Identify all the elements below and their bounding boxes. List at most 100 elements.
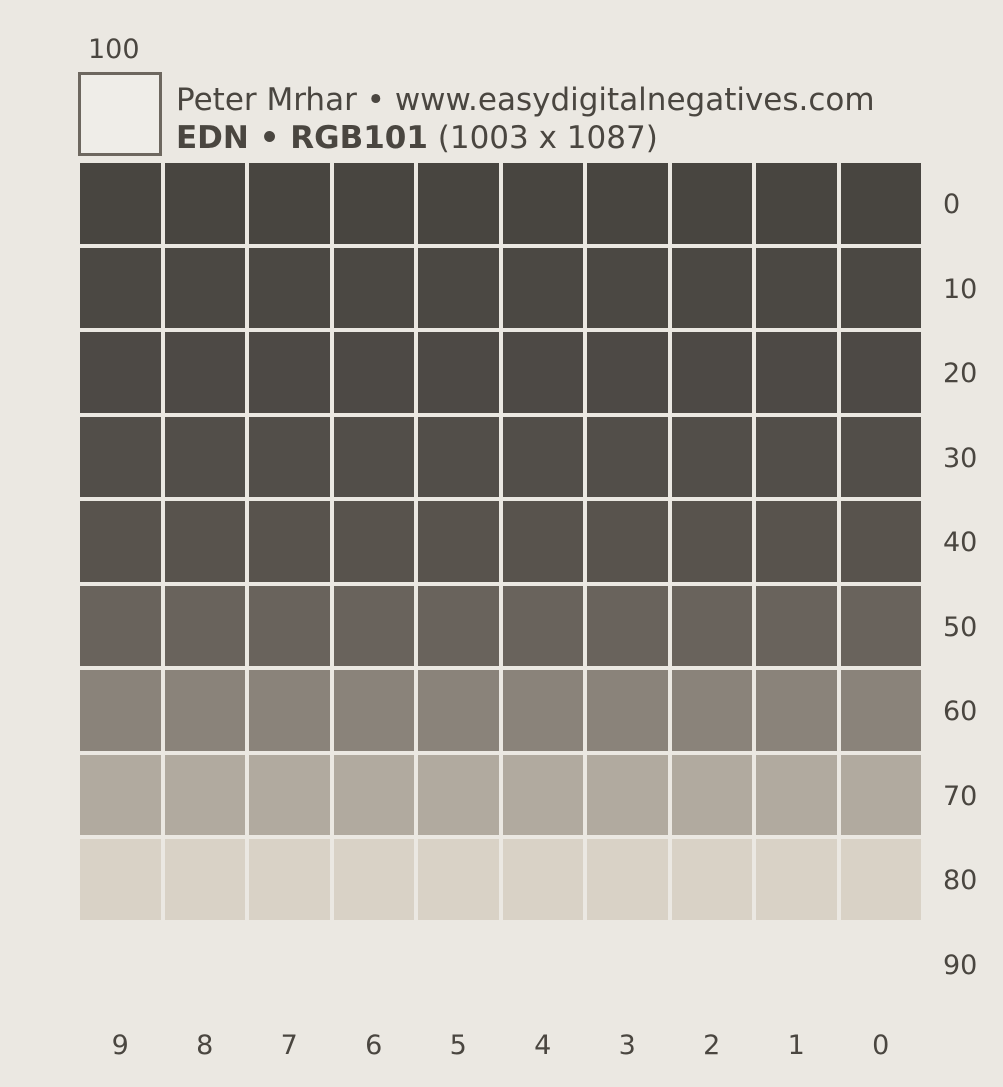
tone-patch xyxy=(418,754,499,835)
tone-patch xyxy=(418,501,499,582)
column-step-label: 5 xyxy=(449,1030,467,1061)
tone-patch xyxy=(249,754,330,835)
tone-patch xyxy=(164,670,245,751)
tone-patch xyxy=(333,923,414,1004)
tone-patch xyxy=(587,332,668,413)
tone-patch xyxy=(840,839,921,920)
tone-patch xyxy=(756,923,837,1004)
tone-patch xyxy=(418,332,499,413)
column-step-label: 6 xyxy=(365,1030,383,1061)
tone-patch xyxy=(756,501,837,582)
tone-patch xyxy=(418,585,499,666)
column-step-label: 2 xyxy=(703,1030,721,1061)
tone-patch xyxy=(164,332,245,413)
tone-patch xyxy=(502,670,583,751)
tone-patch xyxy=(756,416,837,497)
tone-patch xyxy=(164,585,245,666)
tone-patch xyxy=(80,247,161,328)
tone-patch xyxy=(164,416,245,497)
tone-patch xyxy=(840,416,921,497)
tone-patch xyxy=(756,839,837,920)
tone-patch xyxy=(333,332,414,413)
tone-patch xyxy=(333,670,414,751)
tone-patch xyxy=(587,247,668,328)
tone-patch xyxy=(840,163,921,244)
tone-patch xyxy=(249,923,330,1004)
tone-patch xyxy=(502,923,583,1004)
tone-patch xyxy=(502,585,583,666)
tone-patch xyxy=(756,332,837,413)
tone-patch xyxy=(840,501,921,582)
tone-patch xyxy=(164,501,245,582)
tone-patch xyxy=(671,501,752,582)
tone-patch xyxy=(756,247,837,328)
tone-patch xyxy=(587,754,668,835)
tone-patch xyxy=(840,754,921,835)
tone-patch xyxy=(249,839,330,920)
tone-patch xyxy=(671,754,752,835)
corner-value-label: 100 xyxy=(88,34,140,65)
tone-patch xyxy=(418,416,499,497)
tone-patch xyxy=(80,501,161,582)
tone-patch xyxy=(249,416,330,497)
chart-identifier: EDN • RGB101 (1003 x 1087) xyxy=(176,120,658,156)
tone-patch xyxy=(333,501,414,582)
column-step-label: 9 xyxy=(111,1030,129,1061)
tone-patch xyxy=(756,163,837,244)
tone-patch xyxy=(418,839,499,920)
tone-patch xyxy=(249,585,330,666)
tone-patch xyxy=(502,839,583,920)
row-tone-label: 80 xyxy=(943,865,978,896)
tone-patch xyxy=(333,585,414,666)
tone-patch xyxy=(756,585,837,666)
tone-patch xyxy=(249,501,330,582)
tone-patch xyxy=(840,923,921,1004)
tone-patch xyxy=(840,247,921,328)
tone-patch xyxy=(80,923,161,1004)
tone-patch xyxy=(249,247,330,328)
tone-patch xyxy=(502,332,583,413)
tone-patch xyxy=(502,501,583,582)
tone-patch xyxy=(164,163,245,244)
tone-patch xyxy=(502,416,583,497)
tone-patch xyxy=(418,163,499,244)
tone-patch xyxy=(587,923,668,1004)
tone-patch xyxy=(840,670,921,751)
tone-patch xyxy=(80,416,161,497)
tone-patch xyxy=(587,163,668,244)
tone-patch xyxy=(418,923,499,1004)
white-reference-patch xyxy=(78,72,162,156)
row-tone-label: 70 xyxy=(943,780,978,812)
row-tone-label: 40 xyxy=(943,527,978,558)
row-tone-label: 90 xyxy=(943,949,978,981)
tone-patch xyxy=(333,247,414,328)
tone-patch xyxy=(80,332,161,413)
tone-patch xyxy=(671,670,752,751)
column-step-label: 3 xyxy=(618,1030,636,1061)
tone-patch xyxy=(249,670,330,751)
tone-patch xyxy=(80,754,161,835)
tone-patch xyxy=(418,247,499,328)
tone-patch xyxy=(418,670,499,751)
tone-patch xyxy=(587,416,668,497)
tone-patch xyxy=(333,163,414,244)
chart-code: EDN • RGB101 xyxy=(176,120,428,156)
tone-patch xyxy=(164,839,245,920)
chart-dimensions: (1003 x 1087) xyxy=(427,120,658,156)
tone-patch xyxy=(840,585,921,666)
tone-patch xyxy=(333,416,414,497)
column-step-label: 7 xyxy=(280,1030,298,1061)
row-tone-label: 20 xyxy=(943,358,978,389)
tone-patch xyxy=(502,247,583,328)
tone-patch xyxy=(333,839,414,920)
tone-patch xyxy=(333,754,414,835)
tone-patch xyxy=(164,247,245,328)
row-tone-label: 0 xyxy=(943,189,961,220)
tone-patch xyxy=(671,585,752,666)
tone-patch xyxy=(80,670,161,751)
tone-patch xyxy=(164,923,245,1004)
tone-patch xyxy=(164,754,245,835)
tone-patch xyxy=(80,585,161,666)
